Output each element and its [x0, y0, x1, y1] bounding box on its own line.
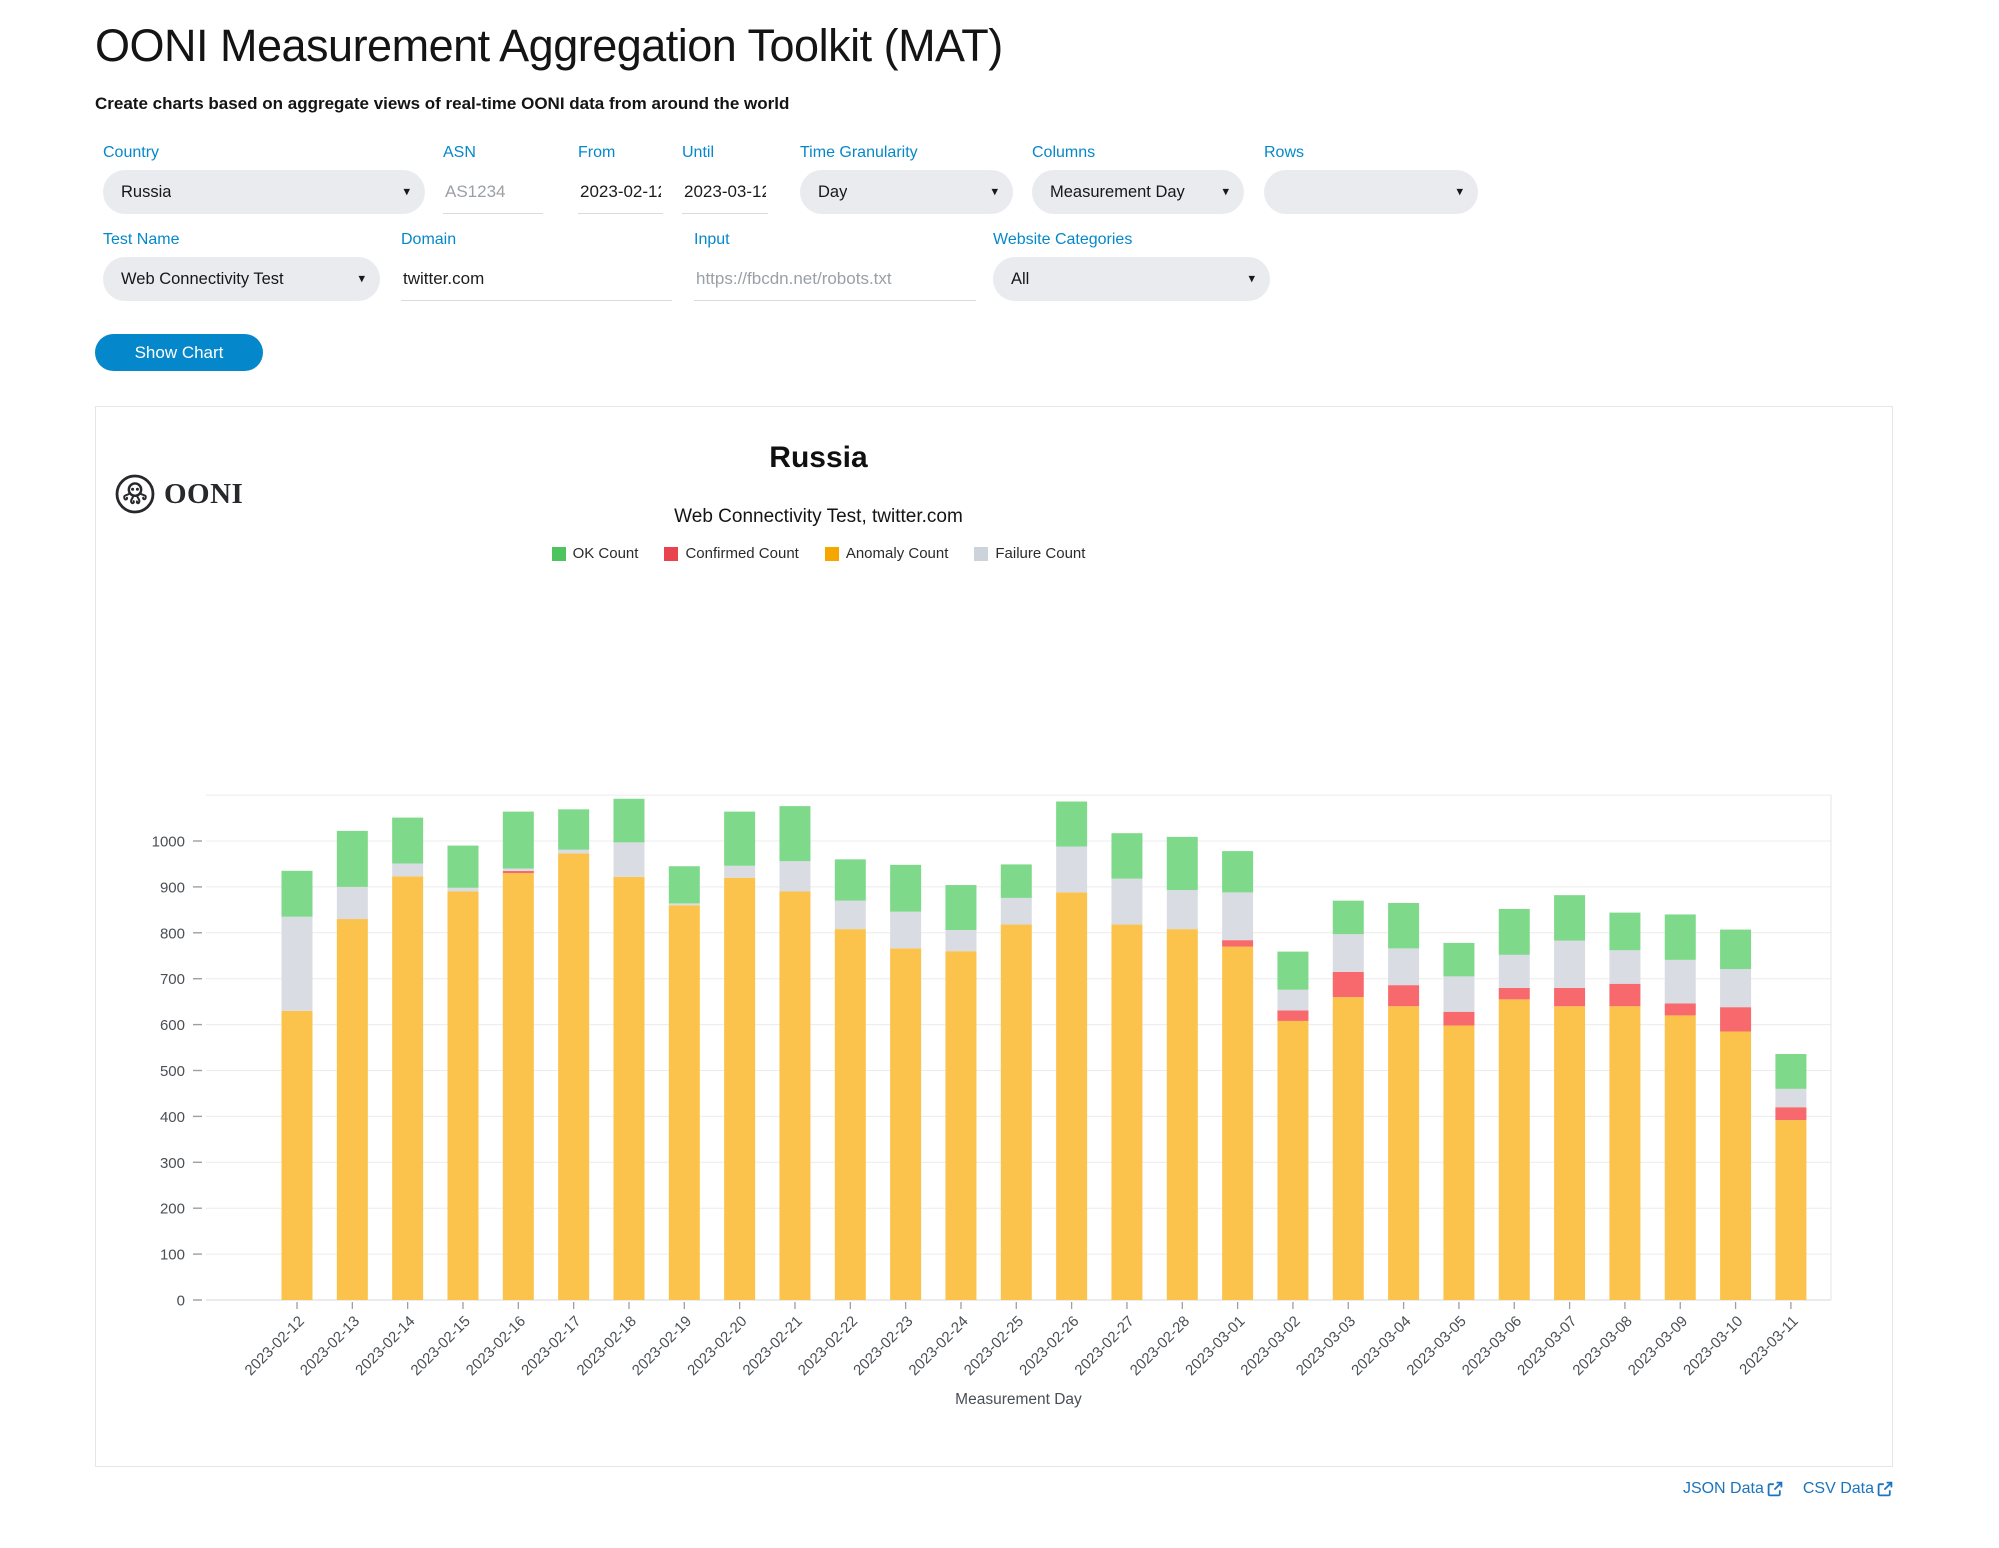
website-categories-select-value: All: [1011, 270, 1029, 289]
csv-data-link[interactable]: CSV Data: [1803, 1480, 1893, 1498]
json-data-link[interactable]: JSON Data: [1683, 1480, 1783, 1498]
test-name-select-value: Web Connectivity Test: [121, 270, 284, 289]
input-url-input[interactable]: [694, 257, 976, 301]
chevron-down-icon: ▾: [991, 183, 998, 199]
website-categories-label: Website Categories: [993, 231, 1132, 249]
legend-label: OK Count: [573, 545, 639, 562]
svg-text:900: 900: [160, 879, 185, 896]
svg-text:500: 500: [160, 1063, 185, 1080]
legend-swatch: [825, 547, 839, 561]
legend-label: Confirmed Count: [685, 545, 798, 562]
chevron-down-icon: ▾: [1222, 183, 1229, 199]
asn-input[interactable]: [443, 170, 543, 214]
svg-text:0: 0: [177, 1293, 185, 1310]
svg-text:300: 300: [160, 1155, 185, 1172]
legend-swatch: [664, 547, 678, 561]
domain-label: Domain: [401, 231, 456, 249]
test-name-select[interactable]: Web Connectivity Test ▾: [103, 257, 380, 301]
website-categories-select[interactable]: All ▾: [993, 257, 1270, 301]
legend-item[interactable]: Confirmed Count: [664, 545, 798, 562]
legend-item[interactable]: OK Count: [552, 545, 639, 562]
domain-input[interactable]: [401, 257, 672, 301]
test-name-label: Test Name: [103, 231, 179, 249]
chevron-down-icon: ▾: [1248, 270, 1255, 286]
external-link-icon: [1877, 1481, 1893, 1497]
bar-chart-svg: 010020030040050060070080090010002023-02-…: [96, 587, 1896, 1447]
page-subtitle: Create charts based on aggregate views o…: [95, 94, 789, 114]
legend-swatch: [974, 547, 988, 561]
legend-label: Failure Count: [995, 545, 1085, 562]
show-chart-button[interactable]: Show Chart: [95, 334, 263, 371]
chevron-down-icon: ▾: [1456, 183, 1463, 199]
columns-select[interactable]: Measurement Day ▾: [1032, 170, 1244, 214]
columns-select-value: Measurement Day: [1050, 183, 1185, 202]
rows-label: Rows: [1264, 144, 1304, 162]
svg-text:2023-03-11: 2023-03-11: [1736, 1313, 1801, 1378]
asn-label: ASN: [443, 144, 476, 162]
svg-text:400: 400: [160, 1109, 185, 1126]
data-links: JSON Data CSV Data: [95, 1480, 1893, 1498]
from-date-input[interactable]: [578, 170, 663, 214]
chart-legend: OK Count Confirmed Count Anomaly Count Fail…: [96, 545, 1541, 562]
svg-text:Measurement Day: Measurement Day: [955, 1391, 1082, 1408]
chart-title: Russia: [769, 441, 867, 474]
country-select-value: Russia: [121, 183, 171, 202]
from-label: From: [578, 144, 615, 162]
time-granularity-label: Time Granularity: [800, 144, 918, 162]
chevron-down-icon: ▾: [403, 183, 410, 199]
time-granularity-select-value: Day: [818, 183, 847, 202]
columns-label: Columns: [1032, 144, 1095, 162]
country-label: Country: [103, 144, 159, 162]
legend-swatch: [552, 547, 566, 561]
svg-text:1000: 1000: [152, 834, 185, 851]
chevron-down-icon: ▾: [358, 270, 365, 286]
until-label: Until: [682, 144, 714, 162]
rows-select[interactable]: ▾: [1264, 170, 1478, 214]
json-data-link-label: JSON Data: [1683, 1480, 1764, 1498]
chart-panel: OONI Russia Web Connectivity Test, twitt…: [95, 406, 1893, 1467]
external-link-icon: [1767, 1481, 1783, 1497]
svg-text:100: 100: [160, 1247, 185, 1264]
svg-text:200: 200: [160, 1201, 185, 1218]
until-date-input[interactable]: [682, 170, 768, 214]
filter-form: Country ASN From Until Time Granularity …: [95, 144, 1495, 314]
page-title: OONI Measurement Aggregation Toolkit (MA…: [95, 20, 1003, 72]
legend-label: Anomaly Count: [846, 545, 949, 562]
time-granularity-select[interactable]: Day ▾: [800, 170, 1013, 214]
csv-data-link-label: CSV Data: [1803, 1480, 1874, 1498]
svg-text:600: 600: [160, 1017, 185, 1034]
svg-text:700: 700: [160, 971, 185, 988]
legend-item[interactable]: Failure Count: [974, 545, 1085, 562]
chart-subtitle: Web Connectivity Test, twitter.com: [674, 506, 963, 527]
country-select[interactable]: Russia ▾: [103, 170, 425, 214]
input-label: Input: [694, 231, 730, 249]
legend-item[interactable]: Anomaly Count: [825, 545, 949, 562]
svg-text:800: 800: [160, 925, 185, 942]
svg-text:2023-03-10: 2023-03-10: [1680, 1313, 1746, 1379]
